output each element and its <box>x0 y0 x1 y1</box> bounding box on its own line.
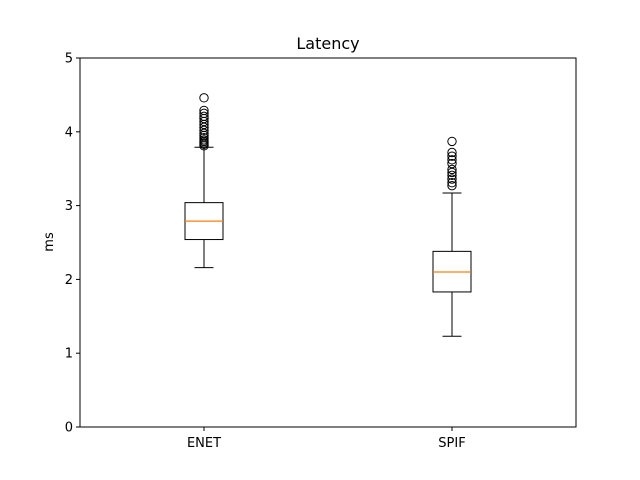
outlier-point <box>447 170 457 181</box>
axes-frame <box>79 57 577 428</box>
outlier-point <box>447 164 457 175</box>
outlier-point <box>199 135 209 145</box>
outlier-point <box>447 151 457 161</box>
box-group <box>184 93 224 269</box>
outlier-point <box>447 147 457 158</box>
x-tick-label: SPIF <box>438 436 465 451</box>
y-tick-label: 2 <box>65 273 73 288</box>
y-tick-label: 3 <box>65 199 73 214</box>
plot-area: 0 1 2 3 4 5 ENET SPIF <box>65 52 472 451</box>
outlier-point <box>447 174 457 184</box>
outlier-point <box>199 133 209 143</box>
outlier-point <box>447 136 457 147</box>
y-tick-label: 4 <box>65 125 73 140</box>
outlier-point <box>447 158 457 169</box>
y-tick-label: 5 <box>65 52 73 67</box>
outlier-point <box>447 178 457 188</box>
chart-title: Latency <box>296 34 359 53</box>
box-group <box>432 136 472 337</box>
outlier-point <box>199 111 209 122</box>
y-tick-label: 0 <box>65 421 73 436</box>
y-tick-label: 1 <box>65 347 73 362</box>
y-axis-label: ms <box>42 232 57 252</box>
outlier-point <box>447 155 457 165</box>
outlier-point <box>199 105 209 116</box>
outlier-point <box>199 108 209 119</box>
outlier-point <box>199 93 209 103</box>
x-tick-label: ENET <box>187 436 221 451</box>
outlier-point <box>447 180 457 191</box>
